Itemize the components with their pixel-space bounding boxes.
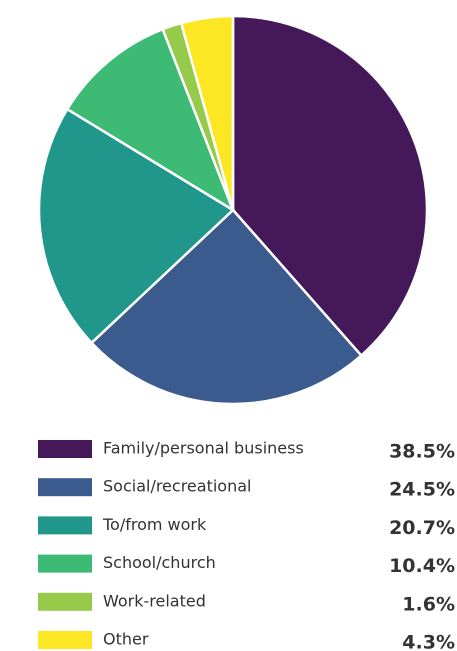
legend-swatch: [38, 631, 92, 649]
legend-label: Family/personal business: [103, 439, 304, 458]
value-label: 10.4%: [389, 555, 455, 577]
legend-label: Other: [103, 630, 149, 649]
legend-swatch: [38, 554, 92, 573]
legend-label: Work-related: [103, 591, 206, 610]
value-label: 1.6%: [402, 593, 455, 615]
legend-swatch: [38, 478, 92, 497]
pie-slice: [65, 27, 236, 213]
pie-slice: [231, 14, 429, 358]
pie-slice: [89, 208, 364, 406]
value-label: 20.7%: [389, 517, 455, 539]
legend-swatch: [38, 592, 92, 611]
legend-swatch: [38, 440, 92, 458]
pie-slice: [37, 107, 236, 345]
legend-swatch: [38, 516, 92, 535]
value-label: 38.5%: [389, 441, 455, 463]
legend-label: Social/recreational: [103, 477, 251, 496]
legend-label: To/from work: [102, 515, 207, 534]
value-label: 4.3%: [402, 632, 455, 651]
legend-label: School/church: [103, 553, 216, 572]
pie-slice: [179, 14, 235, 211]
value-label: 24.5%: [389, 479, 455, 501]
